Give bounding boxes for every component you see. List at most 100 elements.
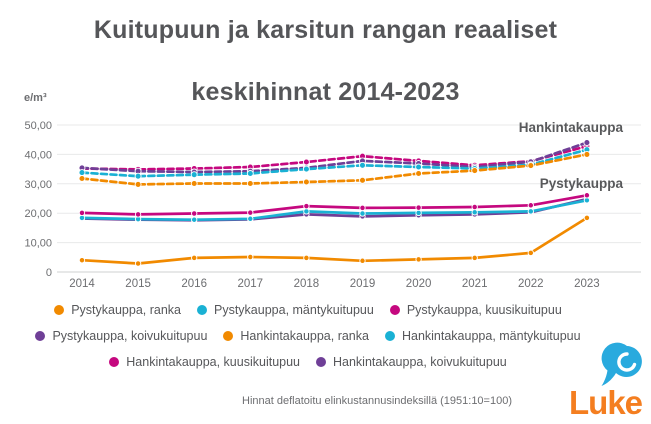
- page-title-line2: keskihinnat 2014-2023: [191, 78, 460, 106]
- x-tick-label: 2015: [125, 278, 151, 290]
- data-point: [527, 202, 534, 209]
- x-tick-label: 2016: [181, 278, 207, 290]
- data-point: [415, 204, 422, 211]
- data-point: [471, 203, 478, 211]
- data-point: [359, 161, 366, 169]
- y-tick-label: 20,00: [24, 208, 52, 220]
- data-point: [359, 176, 366, 184]
- series-line-1: [80, 198, 589, 222]
- annotation-pystykauppa: Pystykauppa: [540, 176, 624, 191]
- data-point: [359, 204, 366, 212]
- data-point: [134, 180, 142, 188]
- data-point: [583, 139, 591, 147]
- y-tick-label: 50,00: [24, 120, 52, 132]
- y-tick-label: 0: [46, 267, 52, 279]
- legend-dot-icon: [109, 357, 120, 367]
- series-line-5: [80, 148, 589, 178]
- data-point: [190, 171, 198, 179]
- legend-row: Pystykauppa, koivukuitupuu Hankintakauppa…: [8, 329, 608, 343]
- series-line-3: [80, 197, 589, 222]
- data-point: [191, 254, 198, 262]
- legend-dot-icon: [389, 305, 400, 315]
- legend-label: Pystykauppa, ranka: [71, 303, 181, 317]
- data-point: [471, 167, 479, 175]
- data-point: [246, 170, 254, 177]
- data-point: [78, 209, 86, 217]
- data-point: [527, 249, 534, 257]
- legend-item: Pystykauppa, kuusikuitupuu: [389, 303, 562, 317]
- line-chart: 0 10,00 20,00 30,00 40,00 50,00 2014 2015 2016 20…: [24, 120, 641, 290]
- data-point: [191, 216, 198, 223]
- data-point: [471, 209, 478, 216]
- x-tick-label: 2020: [406, 278, 432, 290]
- data-point: [302, 158, 310, 166]
- legend-dot-icon: [384, 331, 395, 341]
- y-tick-label: 40,00: [24, 149, 52, 161]
- legend-item: Hankintakauppa, koivukuitupuu: [316, 355, 507, 369]
- legend-item: Pystykauppa, ranka: [54, 303, 181, 317]
- data-point: [247, 215, 254, 222]
- data-point: [191, 210, 198, 217]
- legend-label: Hankintakauppa, mäntykuitupuu: [401, 329, 581, 343]
- legend-row: Pystykauppa, ranka Pystykauppa, mäntykuit…: [8, 303, 608, 317]
- data-point: [415, 170, 423, 177]
- annotation-hankintakauppa: Hankintakauppa: [519, 120, 624, 135]
- logo-leaf-curl: [617, 352, 637, 372]
- legend-item: Hankintakauppa, kuusikuitupuu: [109, 355, 300, 369]
- x-tick-label: 2019: [350, 278, 376, 290]
- x-tick-label: 2017: [238, 278, 264, 290]
- data-point: [583, 214, 591, 222]
- legend-label: Hankintakauppa, kuusikuitupuu: [126, 355, 300, 369]
- data-point: [246, 180, 254, 187]
- data-point: [247, 209, 254, 216]
- data-point: [583, 192, 591, 199]
- legend-item: Hankintakauppa, mäntykuitupuu: [384, 329, 581, 343]
- legend-label: Hankintakauppa, ranka: [240, 329, 369, 343]
- x-tick-label: 2023: [574, 278, 600, 290]
- series-line-4: [80, 153, 589, 186]
- data-point: [471, 254, 478, 262]
- series-line-0: [80, 216, 589, 265]
- data-point: [134, 172, 142, 180]
- legend-row: Hankintakauppa, kuusikuitupuu Hankintakau…: [8, 355, 608, 369]
- y-axis-unit-label: e/m³: [24, 92, 47, 104]
- data-point: [415, 163, 423, 171]
- legend-item: Pystykauppa, mäntykuitupuu: [197, 303, 374, 317]
- data-point: [527, 162, 535, 170]
- x-tick-label: 2022: [518, 278, 544, 290]
- data-point: [303, 254, 310, 262]
- y-tick-label: 10,00: [24, 238, 52, 250]
- logo-leaf-icon: [601, 342, 642, 386]
- data-point: [359, 210, 366, 217]
- data-point: [303, 202, 310, 210]
- x-tick-label: 2014: [69, 278, 95, 290]
- data-point: [78, 175, 86, 182]
- data-point: [302, 178, 310, 186]
- data-point: [359, 257, 366, 264]
- y-tick-label: 30,00: [24, 179, 52, 191]
- data-point: [527, 208, 534, 215]
- data-point: [303, 208, 310, 215]
- data-point: [415, 256, 422, 263]
- data-point: [78, 169, 86, 177]
- legend-label: Pystykauppa, kuusikuitupuu: [406, 303, 562, 317]
- deflation-note: Hinnat deflatoitu elinkustannusindeksill…: [242, 395, 512, 407]
- x-tick-label: 2018: [294, 278, 320, 290]
- data-point: [583, 150, 591, 158]
- page-title-line1: Kuitupuun ja karsitun rangan reaaliset: [93, 16, 558, 44]
- legend-label: Pystykauppa, mäntykuitupuu: [214, 303, 374, 317]
- legend-dot-icon: [223, 331, 234, 341]
- data-point: [247, 253, 254, 261]
- legend-dot-icon: [54, 305, 65, 315]
- luke-logo: Luke: [569, 342, 644, 421]
- legend-label: Pystykauppa, koivukuitupuu: [52, 329, 208, 343]
- legend-label: Hankintakauppa, koivukuitupuu: [333, 355, 507, 369]
- series-line-7: [80, 141, 589, 174]
- legend-item: Pystykauppa, koivukuitupuu: [35, 329, 207, 343]
- data-point: [134, 211, 142, 218]
- series-line-2: [80, 193, 589, 216]
- data-point: [78, 257, 86, 264]
- legend-dot-icon: [197, 305, 207, 315]
- data-point: [415, 209, 422, 217]
